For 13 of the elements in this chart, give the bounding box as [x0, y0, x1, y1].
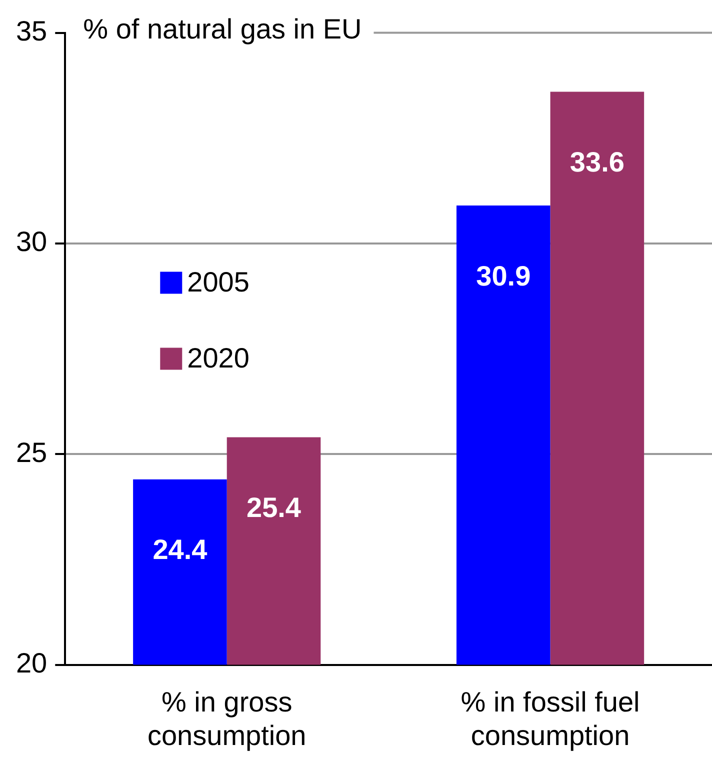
data-label: 30.9: [476, 260, 531, 292]
y-tick-label: 30: [16, 226, 48, 258]
y-tick-label: 35: [16, 16, 48, 47]
y-tick-label: 25: [16, 436, 48, 468]
x-tick-label: % in fossil fuel consumption: [460, 686, 640, 751]
data-label: 24.4: [152, 534, 208, 566]
x-tick-label: % in gross consumption: [147, 686, 306, 751]
legend-label: 2020: [187, 342, 250, 374]
y-tick-label: 20: [16, 648, 48, 679]
data-label: 33.6: [570, 146, 624, 178]
chart-title: % of natural gas in EU: [83, 14, 362, 45]
data-label: 25.4: [246, 492, 302, 523]
legend-label: 2005: [187, 266, 250, 298]
